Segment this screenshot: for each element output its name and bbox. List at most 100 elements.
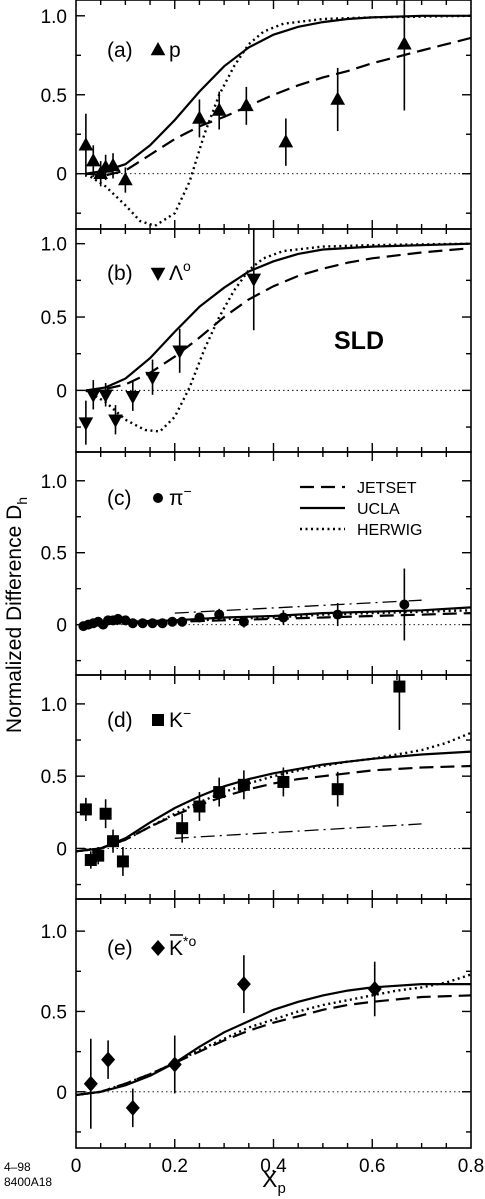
- y-tick-label: 0: [56, 381, 67, 402]
- data-points: [78, 0, 412, 193]
- data-point: [101, 1051, 116, 1068]
- data-point: [238, 97, 254, 112]
- particle-label: K−: [169, 705, 191, 732]
- particle-symbol: p: [169, 39, 181, 62]
- y-tick-label: 1.0: [41, 235, 67, 256]
- particle-symbol: Λ: [169, 262, 183, 285]
- data-point: [193, 800, 206, 813]
- triangle-up-icon: [150, 41, 166, 56]
- data-point: [116, 855, 129, 868]
- curve-ucla: [76, 750, 471, 853]
- x-axis-label: Xp: [262, 1166, 286, 1197]
- data-point: [176, 822, 189, 835]
- particle-label: π−: [169, 483, 192, 510]
- panel-label: (d): [107, 709, 133, 732]
- data-point: [78, 137, 94, 151]
- curve-dashdot: [174, 599, 422, 614]
- panel-label: (a): [107, 39, 133, 62]
- data-point: [125, 1099, 140, 1116]
- particle-label: K*o: [169, 933, 196, 960]
- curve-herwig: [85, 14, 471, 228]
- data-point: [79, 803, 92, 816]
- y-axis-label-main: Normalized Difference D: [3, 505, 26, 733]
- curve-jetset: [85, 247, 471, 392]
- legend: JETSET UCLA HERWIG: [300, 480, 422, 539]
- x-tick-label: 0.8: [458, 1156, 484, 1177]
- panel-label: (e): [107, 937, 133, 960]
- data-point: [167, 1056, 182, 1073]
- curve-jetset: [76, 764, 471, 853]
- y-tick-label: 0: [56, 616, 67, 637]
- data-point: [99, 807, 112, 820]
- curve-herwig: [85, 242, 471, 433]
- y-axis-label-sub: h: [14, 497, 30, 505]
- panel-c: 0 0.5 1.0 (c) π−: [41, 451, 472, 676]
- panel-b: 0 0.5 1.0 (b) Λo: [41, 228, 472, 453]
- x-axis-label-sub: p: [278, 1180, 286, 1197]
- y-tick-label: 0.5: [41, 308, 67, 329]
- square-icon: [152, 714, 164, 726]
- x-axis-label-main: X: [262, 1166, 277, 1192]
- theory-curves: [76, 973, 471, 1097]
- data-point: [278, 612, 289, 623]
- data-point: [211, 102, 227, 116]
- particle-superscript: −: [184, 483, 192, 499]
- data-point: [107, 835, 120, 848]
- legend-entry-herwig: HERWIG: [357, 522, 422, 539]
- y-tick-label: 1.0: [41, 7, 67, 28]
- panel-e: 0 0.5 1.0 (e) K*o: [41, 898, 472, 1149]
- data-point: [393, 680, 406, 693]
- data-points: [83, 955, 382, 1129]
- panel-d: 0 0.5 1.0 (d) K−: [41, 674, 472, 900]
- y-tick-label: 0.5: [41, 1002, 67, 1023]
- data-point: [83, 1075, 98, 1092]
- particle-label: Λo: [169, 258, 191, 285]
- data-point: [192, 110, 207, 124]
- y-tick-label: 0: [56, 839, 67, 860]
- data-point: [98, 389, 113, 403]
- data-point: [332, 609, 343, 620]
- data-points: [78, 568, 410, 641]
- particle-label: p: [169, 39, 181, 62]
- x-tick-label: 0.4: [260, 1156, 287, 1177]
- data-point: [112, 613, 123, 624]
- legend-entry-ucla: UCLA: [357, 501, 400, 518]
- panel-label: (b): [107, 262, 133, 285]
- y-tick-label: 1.0: [41, 922, 67, 943]
- legend-entry-jetset: JETSET: [357, 480, 417, 497]
- x-tick-label: 0.2: [162, 1156, 188, 1177]
- data-point: [78, 417, 94, 431]
- x-tick-label: 0: [71, 1156, 82, 1177]
- y-axis-label: Normalized Difference Dh: [3, 497, 30, 733]
- data-point: [177, 616, 188, 627]
- data-point: [92, 849, 105, 862]
- particle-symbol: K: [169, 937, 183, 960]
- data-point: [157, 618, 168, 629]
- theory-curves: [85, 242, 471, 433]
- y-tick-label: 0.5: [41, 767, 67, 788]
- particle-symbol: K: [169, 709, 183, 732]
- data-point: [237, 778, 250, 791]
- data-point: [331, 783, 344, 796]
- curve-herwig: [76, 731, 471, 853]
- curve-jetset: [76, 994, 471, 1097]
- curve-ucla: [85, 14, 471, 175]
- particle-superscript: −: [183, 705, 191, 721]
- data-point: [213, 786, 226, 799]
- data-point: [278, 134, 294, 148]
- data-point: [125, 391, 141, 405]
- particle-superscript: o: [183, 258, 191, 274]
- theory-curves: [76, 731, 471, 853]
- curve-ucla: [85, 242, 471, 392]
- theory-curves: [85, 14, 471, 228]
- y-tick-label: 0.5: [41, 86, 67, 107]
- experiment-label: SLD: [334, 327, 384, 355]
- curve-dashdot: [174, 823, 422, 839]
- data-point: [194, 612, 205, 623]
- panel-a: 0 0.5 1.0 (a) p: [41, 0, 472, 230]
- data-point: [167, 616, 178, 627]
- y-tick-label: 0: [56, 165, 67, 186]
- data-point: [277, 775, 290, 788]
- data-point: [108, 414, 123, 428]
